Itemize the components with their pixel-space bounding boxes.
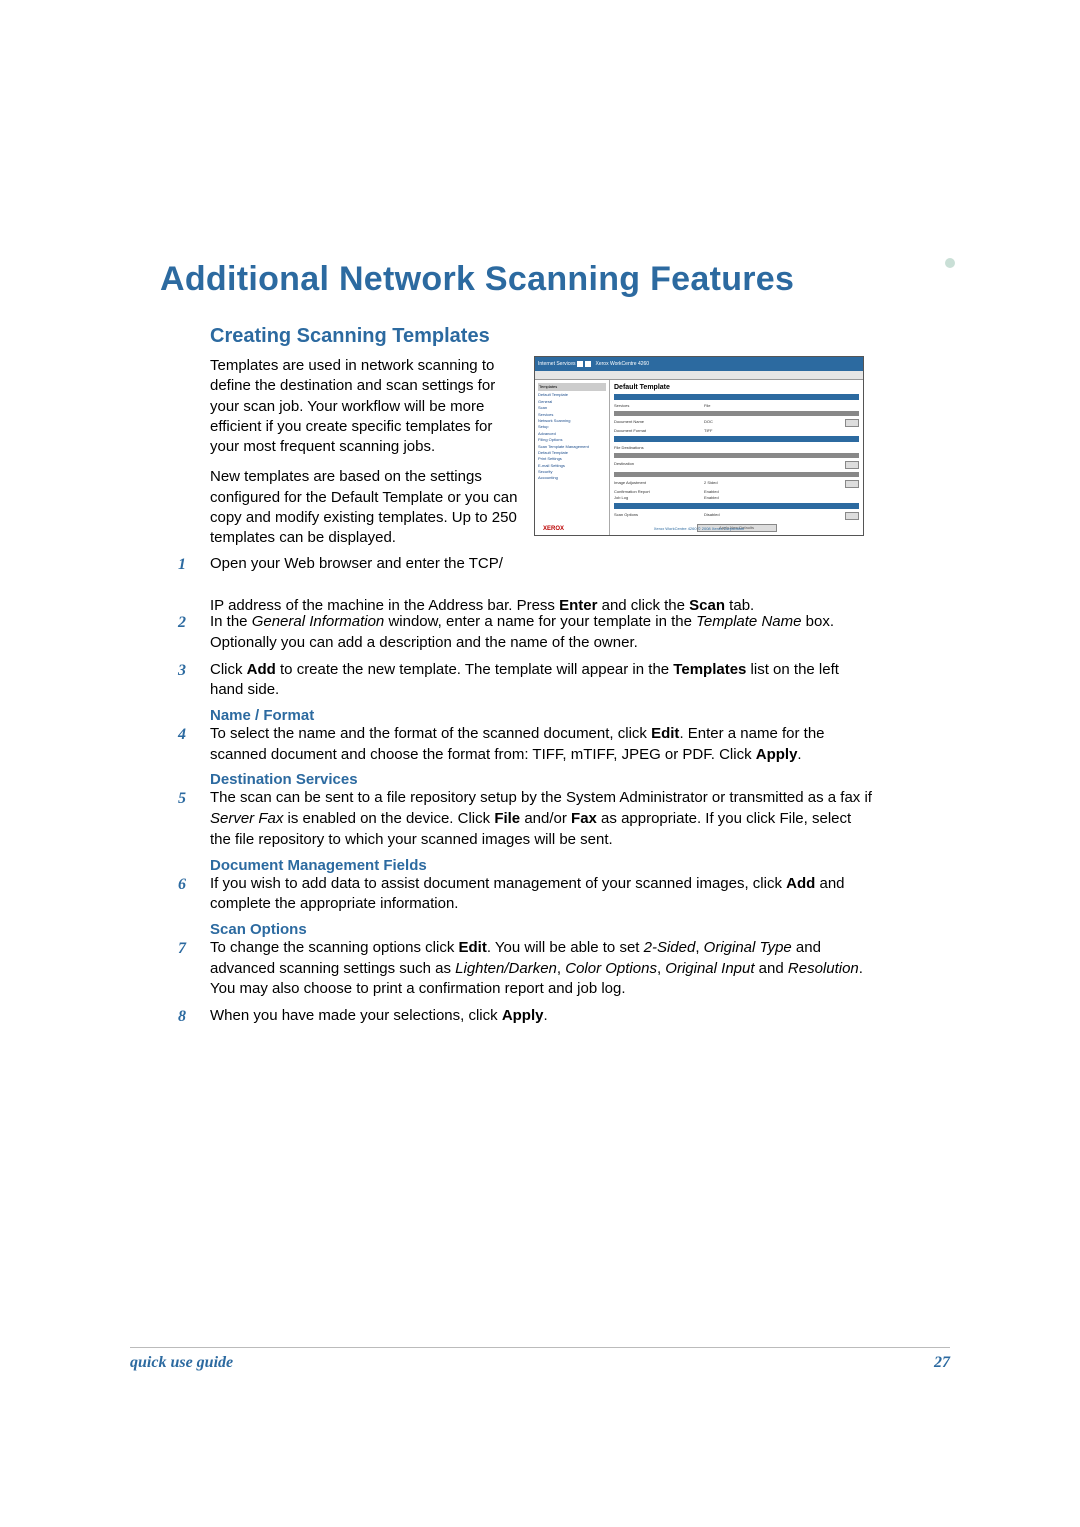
section-name-format: Name / Format (210, 707, 950, 724)
intro-paragraph-2: New templates are based on the settings … (210, 467, 520, 548)
section-dot (945, 258, 955, 268)
step-2: 2 In the General Information window, ent… (178, 612, 873, 653)
ss-tabs (535, 371, 863, 380)
ss-footer: Xerox WorkCentre 4260 © 2008 Xerox Corpo… (535, 526, 863, 531)
step-8: 8 When you have made your selections, cl… (178, 1006, 873, 1027)
window-icon (585, 361, 591, 367)
ss-main: Default Template ServicesFile Document N… (610, 380, 863, 535)
intro-paragraph-1: Templates are used in network scanning t… (210, 356, 520, 457)
step-5: 5 The scan can be sent to a file reposit… (178, 788, 873, 850)
embedded-screenshot: Internet Services Xerox WorkCentre 4260 … (534, 356, 864, 536)
intro-block: Templates are used in network scanning t… (210, 356, 870, 558)
ss-sidebar: Templates Default Template General Scan … (535, 380, 610, 535)
ss-title: Internet Services (538, 361, 576, 367)
ss-sidebar-heading: Templates (538, 383, 606, 391)
section-scan-options: Scan Options (210, 921, 950, 938)
page-subtitle: Creating Scanning Templates (210, 325, 950, 348)
footer-page-number: 27 (934, 1354, 950, 1372)
section-destination: Destination Services (210, 771, 950, 788)
window-icon (577, 361, 583, 367)
page-footer: quick use guide 27 (130, 1347, 950, 1372)
steps-list: 1 Open your Web browser and enter the TC… (178, 554, 950, 595)
footer-label: quick use guide (130, 1354, 233, 1372)
step-4: 4 To select the name and the format of t… (178, 724, 873, 765)
section-dmf: Document Management Fields (210, 857, 950, 874)
step-1: 1 Open your Web browser and enter the TC… (178, 554, 873, 595)
step-6: 6 If you wish to add data to assist docu… (178, 874, 873, 915)
page: Additional Network Scanning Features Cre… (0, 0, 1080, 1527)
step-7: 7 To change the scanning options click E… (178, 938, 873, 1000)
step-3: 3 Click Add to create the new template. … (178, 660, 873, 701)
ss-main-title: Default Template (614, 384, 859, 391)
ss-sub: Xerox WorkCentre 4260 (596, 361, 650, 367)
page-title: Additional Network Scanning Features (160, 260, 950, 299)
